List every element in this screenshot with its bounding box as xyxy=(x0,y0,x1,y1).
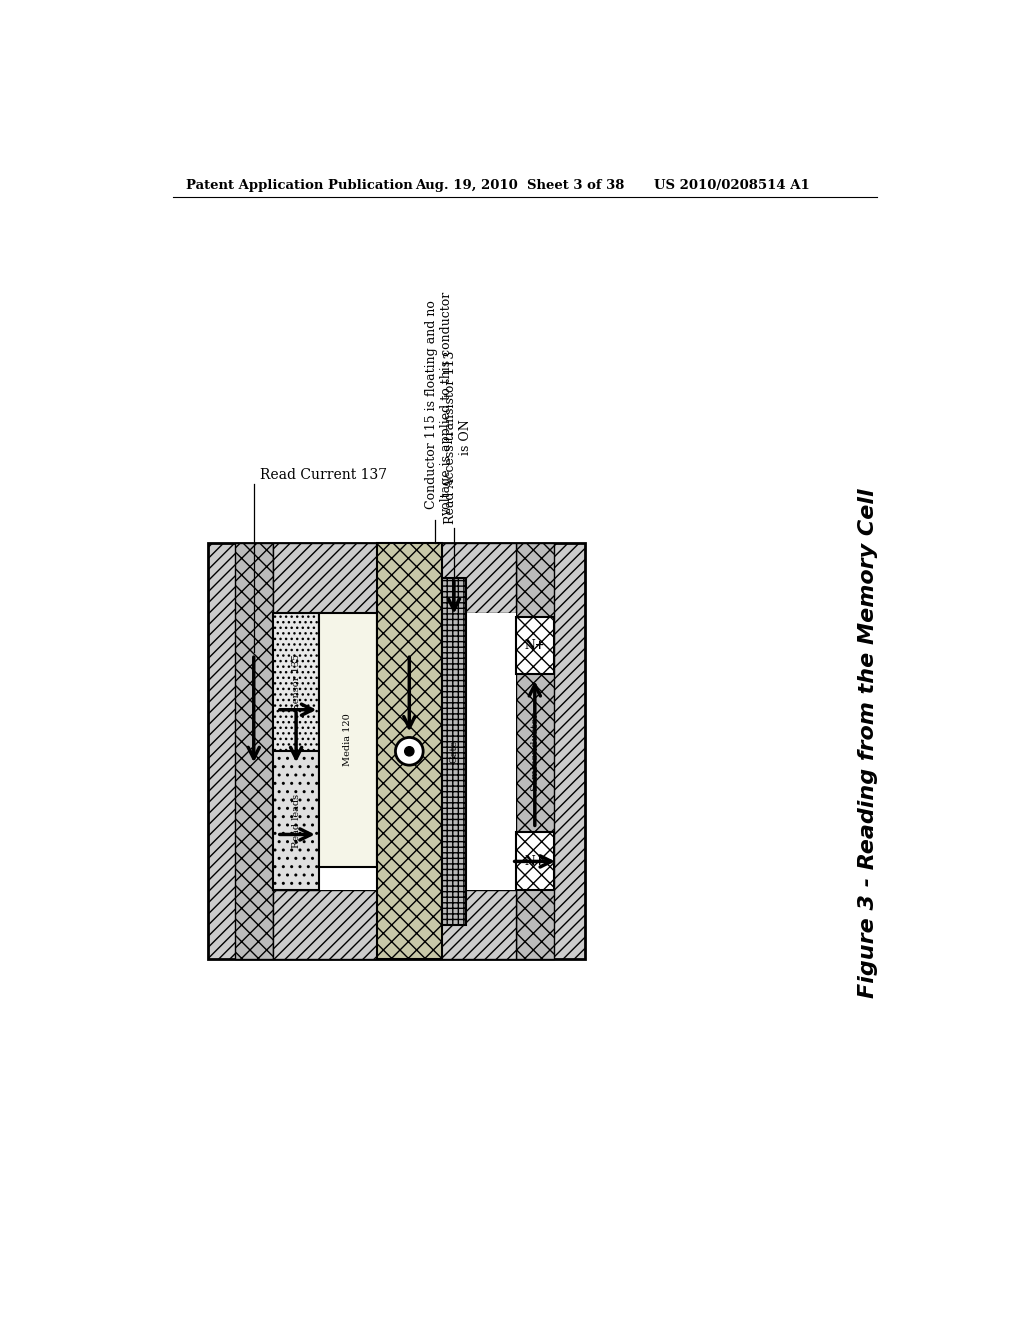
Text: Sensor 135: Sensor 135 xyxy=(292,653,301,710)
Text: Conductor 115 is floating and no
voltage is applied to this conductor: Conductor 115 is floating and no voltage… xyxy=(425,292,453,516)
Text: Figure 3 - Reading from the Memory Cell: Figure 3 - Reading from the Memory Cell xyxy=(858,488,879,998)
Text: US 2010/0208514 A1: US 2010/0208514 A1 xyxy=(654,178,810,191)
Bar xyxy=(515,616,554,675)
Bar xyxy=(273,612,515,890)
Bar xyxy=(273,751,319,890)
Circle shape xyxy=(395,738,423,766)
Text: Read Current 137: Read Current 137 xyxy=(260,467,387,482)
Bar xyxy=(273,890,515,960)
Text: Gate: Gate xyxy=(450,739,459,763)
Text: Patent Application Publication: Patent Application Publication xyxy=(186,178,413,191)
Bar xyxy=(442,578,466,924)
Text: Semiconductor: Semiconductor xyxy=(530,711,540,791)
Text: Media 120: Media 120 xyxy=(343,713,352,766)
Text: Read Access transistor 113
is ON: Read Access transistor 113 is ON xyxy=(443,351,472,524)
Bar xyxy=(273,544,515,612)
Bar xyxy=(208,544,585,960)
Bar xyxy=(515,832,554,890)
Bar xyxy=(319,612,377,867)
Bar xyxy=(515,544,554,960)
Text: Aug. 19, 2010  Sheet 3 of 38: Aug. 19, 2010 Sheet 3 of 38 xyxy=(416,178,625,191)
Text: N+: N+ xyxy=(524,639,545,652)
Bar xyxy=(377,544,442,960)
Bar xyxy=(234,544,273,960)
Text: Read leads: Read leads xyxy=(292,793,301,847)
Text: N+: N+ xyxy=(524,855,545,869)
Bar xyxy=(273,612,319,751)
Circle shape xyxy=(404,747,414,756)
